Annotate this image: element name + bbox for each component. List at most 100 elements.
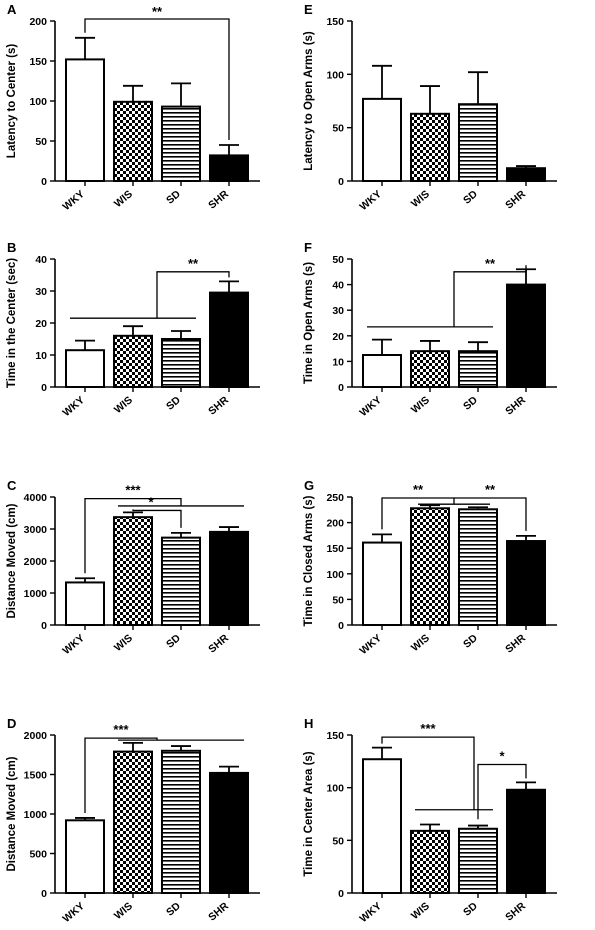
bar-shr [209, 530, 249, 627]
significance-bracket [453, 265, 527, 327]
y-tick-label: 100 [326, 569, 344, 581]
x-tick-label: WIS [112, 394, 135, 416]
y-tick-label: 50 [332, 254, 344, 266]
bar-wis [113, 334, 153, 388]
panel-letter: D [7, 716, 16, 731]
significance-bracket [84, 497, 182, 574]
panel-D: D 0 500 1000 1500 2000 Distance Moved (cm) WKY W… [6, 716, 260, 925]
x-tick-label: WKY [60, 394, 86, 419]
bar-shr [209, 771, 249, 894]
significance-label: * [499, 748, 505, 763]
y-tick-label: 3000 [24, 524, 48, 536]
y-axis-label: Latency to Open Arms (s) [303, 31, 315, 171]
x-tick-label: SHR [503, 632, 528, 656]
significance-label: *** [113, 722, 129, 737]
panel-H: H 0 50 100 150 Time in Center Area (s) WKY WIS S… [303, 716, 557, 925]
bar-sd [458, 827, 498, 894]
y-axis-label: Time in Center Area (s) [303, 751, 315, 876]
x-tick-label: SD [164, 188, 183, 207]
x-tick-label: SHR [206, 900, 231, 924]
significance-bracket [381, 497, 455, 530]
bar-sd [458, 508, 498, 626]
y-axis-label: Distance Moved (cm) [6, 503, 18, 618]
y-axis-label: Latency to Center (s) [6, 44, 18, 159]
panel-letter: E [304, 2, 313, 17]
y-tick-label: 0 [41, 382, 47, 394]
y-tick-label: 0 [41, 176, 47, 188]
bar-wky [362, 97, 402, 182]
significance-label: ** [485, 482, 496, 497]
x-tick-label: WIS [409, 188, 432, 210]
significance-bracket [84, 737, 158, 813]
panel-letter: F [304, 240, 312, 255]
y-tick-label: 50 [35, 136, 47, 148]
bar-wky [65, 819, 105, 895]
bar-wis [410, 507, 450, 627]
significance-bracket [454, 497, 527, 531]
x-tick-label: SHR [503, 394, 528, 418]
panel-letter: G [304, 478, 314, 493]
x-tick-label: SD [461, 632, 480, 651]
bar-sd [161, 536, 201, 627]
bar-sd [161, 749, 201, 894]
y-tick-label: 0 [338, 382, 344, 394]
y-tick-label: 30 [35, 286, 47, 298]
x-tick-label: WKY [357, 188, 383, 213]
x-tick-label: WIS [112, 632, 135, 654]
x-tick-label: SD [164, 900, 183, 919]
y-tick-label: 2000 [24, 730, 48, 742]
bar-wis [113, 750, 153, 895]
y-axis-label: Distance Moved (cm) [6, 756, 18, 871]
x-tick-label: WIS [409, 900, 432, 922]
y-tick-label: 40 [332, 280, 344, 292]
panel-F: F 0 10 20 30 40 50 Time in Open Arms (s) WKY WIS S… [303, 240, 557, 419]
bar-wis [410, 112, 450, 182]
x-tick-label: WKY [60, 188, 86, 213]
y-tick-label: 10 [332, 356, 344, 368]
y-axis-label: Time in Closed Arms (s) [303, 495, 315, 626]
bar-wis [410, 829, 450, 894]
bar-wky [362, 758, 402, 895]
bar-shr [506, 788, 546, 894]
x-tick-label: SD [461, 188, 480, 207]
significance-label: ** [413, 482, 424, 497]
y-tick-label: 0 [338, 888, 344, 900]
x-tick-label: WIS [409, 394, 432, 416]
significance-bracket [477, 763, 527, 820]
x-tick-label: WKY [357, 900, 383, 925]
x-tick-label: SD [164, 632, 183, 651]
x-tick-label: SHR [503, 188, 528, 212]
x-tick-label: SHR [503, 900, 528, 924]
y-tick-label: 150 [326, 16, 344, 28]
y-tick-label: 200 [326, 518, 344, 530]
panel-letter: C [7, 478, 17, 493]
x-tick-label: WIS [409, 632, 432, 654]
x-tick-label: SHR [206, 394, 231, 418]
bar-wis [410, 350, 450, 389]
x-tick-label: SD [461, 900, 480, 919]
panel-letter: A [7, 2, 17, 17]
bar-wky [65, 581, 105, 627]
bar-wky [362, 541, 402, 626]
bar-shr [209, 291, 249, 389]
bar-sd [161, 105, 201, 182]
y-tick-label: 150 [326, 730, 344, 742]
y-tick-label: 250 [326, 492, 344, 504]
x-tick-label: SD [461, 394, 480, 413]
y-tick-label: 4000 [24, 492, 48, 504]
y-axis-label: Time in the Center (sec) [6, 258, 18, 388]
x-tick-label: WIS [112, 188, 135, 210]
significance-label: *** [125, 483, 141, 498]
y-tick-label: 200 [29, 16, 47, 28]
bar-wky [65, 349, 105, 389]
significance-label: ** [152, 4, 163, 19]
significance-bracket [156, 271, 230, 319]
panel-letter: H [304, 716, 313, 731]
y-tick-label: 1000 [24, 809, 48, 821]
y-tick-label: 150 [326, 543, 344, 555]
y-tick-label: 1000 [24, 588, 48, 600]
y-tick-label: 50 [332, 123, 344, 135]
bar-wis [113, 100, 153, 182]
significance-label: *** [420, 721, 436, 736]
y-tick-label: 10 [35, 350, 47, 362]
